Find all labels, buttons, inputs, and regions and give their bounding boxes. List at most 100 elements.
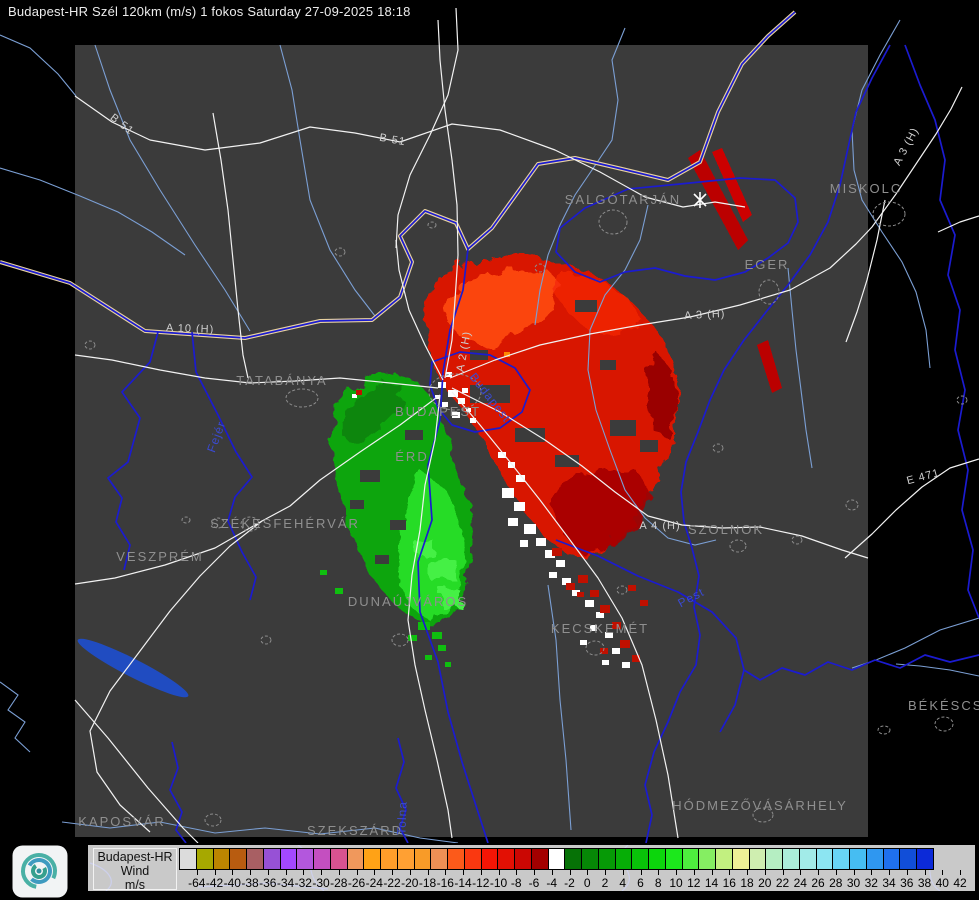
- echo-red-holes: [470, 300, 658, 467]
- legend-tick: [587, 870, 589, 875]
- legend-tick: [835, 870, 837, 875]
- legend-tick-label: -32: [294, 876, 312, 890]
- legend-tick: [960, 870, 961, 875]
- legend-tick-label: 10: [669, 876, 683, 890]
- legend-tick-label: 16: [722, 876, 736, 890]
- legend-tick-label: -8: [510, 876, 522, 890]
- legend-cell: [782, 848, 800, 870]
- legend-tick: [693, 870, 695, 875]
- legend-cell: [212, 848, 231, 870]
- legend-cell: [313, 848, 331, 870]
- legend-tick-label: -18: [418, 876, 437, 890]
- legend-unit: m/s: [124, 878, 146, 892]
- legend-tick: [516, 870, 518, 875]
- road-label-b51-east: B 51: [378, 132, 406, 148]
- rivers-minor: [0, 19, 979, 844]
- legend-tick: [498, 870, 500, 875]
- legend-tick: [818, 870, 819, 875]
- legend-tick-label: 36: [900, 876, 914, 890]
- legend-cell: [195, 848, 214, 870]
- legend-tick: [800, 870, 802, 875]
- legend-product: Budapest-HR: [97, 850, 173, 864]
- legend-tick-label: -26: [347, 876, 366, 890]
- city-label-tatabanya: TATABÁNYA: [236, 373, 327, 388]
- legend-cell: [179, 848, 197, 870]
- legend-tick: [267, 870, 269, 875]
- legend-tick: [250, 870, 251, 875]
- legend-tick: [427, 870, 429, 875]
- legend-cell: [648, 848, 666, 870]
- legend-cell: [731, 848, 750, 870]
- legend-cell: [296, 848, 314, 870]
- legend-cell: [329, 848, 348, 870]
- legend-tick: [409, 870, 411, 875]
- legend-cell: [480, 848, 499, 870]
- legend-cell: [564, 848, 582, 870]
- legend-tick: [463, 870, 464, 875]
- legend-cell: [497, 848, 515, 870]
- legend-tick: [942, 870, 944, 875]
- legend-tick: [676, 870, 677, 875]
- roads: [74, 7, 979, 844]
- echo-scattered-cells: [320, 148, 782, 668]
- legend-tick-label: -12: [472, 876, 490, 890]
- legend-cell: [849, 848, 867, 870]
- legend-tick: [303, 870, 305, 875]
- legend-tick-label: -6: [528, 876, 540, 890]
- legend-tick: [640, 870, 642, 875]
- city-label-eger: EGER: [745, 257, 790, 272]
- echo-green-holes: [350, 430, 423, 564]
- legend-cell: [916, 848, 934, 870]
- legend-cell: [346, 848, 365, 870]
- legend-cell: [514, 848, 532, 870]
- radar-coverage-area: [75, 45, 868, 837]
- legend-tick-label: 28: [829, 876, 843, 890]
- city-outlines: [84, 201, 968, 827]
- legend-tick: [605, 870, 606, 875]
- legend-tick-label: -2: [564, 876, 575, 890]
- legend-tick-label: 18: [740, 876, 754, 890]
- city-label-budapest: BUDAPEST: [395, 404, 481, 419]
- legend-tick: [374, 870, 376, 875]
- legend-tick: [924, 870, 926, 875]
- city-label-salgotarjan: SALGÓTARJÁN: [565, 192, 681, 207]
- legend-cell: [430, 848, 448, 870]
- legend-tick-label: -30: [312, 876, 330, 890]
- legend-tick: [906, 870, 908, 875]
- legend-color-bar: [179, 848, 934, 870]
- legend-tick: [871, 870, 873, 875]
- city-label-szekszard: SZEKSZÁRD: [307, 823, 403, 838]
- legend-cell: [279, 848, 298, 870]
- legend-tick-label: 2: [601, 876, 609, 890]
- echo-red-away: [424, 255, 680, 560]
- legend-cell: [262, 848, 281, 870]
- legend-cell: [463, 848, 482, 870]
- legend-tick-label: -36: [259, 876, 277, 890]
- legend-tick-label: 32: [864, 876, 878, 890]
- legend-tick: [534, 870, 535, 875]
- legend-cell: [581, 848, 599, 870]
- legend-tick-label: 26: [811, 876, 825, 890]
- legend-cell: [815, 848, 834, 870]
- echo-green-toward: [332, 372, 472, 625]
- legend-cell: [246, 848, 264, 870]
- legend-tick-label: 38: [917, 876, 932, 890]
- legend-tick-label: 0: [583, 876, 591, 890]
- legend-cell: [614, 848, 633, 870]
- legend-cell: [363, 848, 381, 870]
- legend-cell: [882, 848, 901, 870]
- legend-tick: [747, 870, 748, 875]
- legend-axis: -64 -42 -40 -38 -36 -34 -32 -30 -28 -26 -24 -22 -20-…: [180, 870, 979, 892]
- legend-tick: [711, 870, 713, 875]
- city-label-kaposvar: KAPOSVÁR: [78, 814, 166, 829]
- legend-tick-label: -22: [383, 876, 401, 890]
- legend-tick-label: 14: [704, 876, 719, 890]
- legend-tick-label: -14: [454, 876, 472, 890]
- legend-tick-label: -20: [401, 876, 419, 890]
- legend-tick-label: -34: [276, 876, 295, 890]
- legend-tick: [480, 870, 482, 875]
- legend-tick: [551, 870, 553, 875]
- legend-cell: [748, 848, 767, 870]
